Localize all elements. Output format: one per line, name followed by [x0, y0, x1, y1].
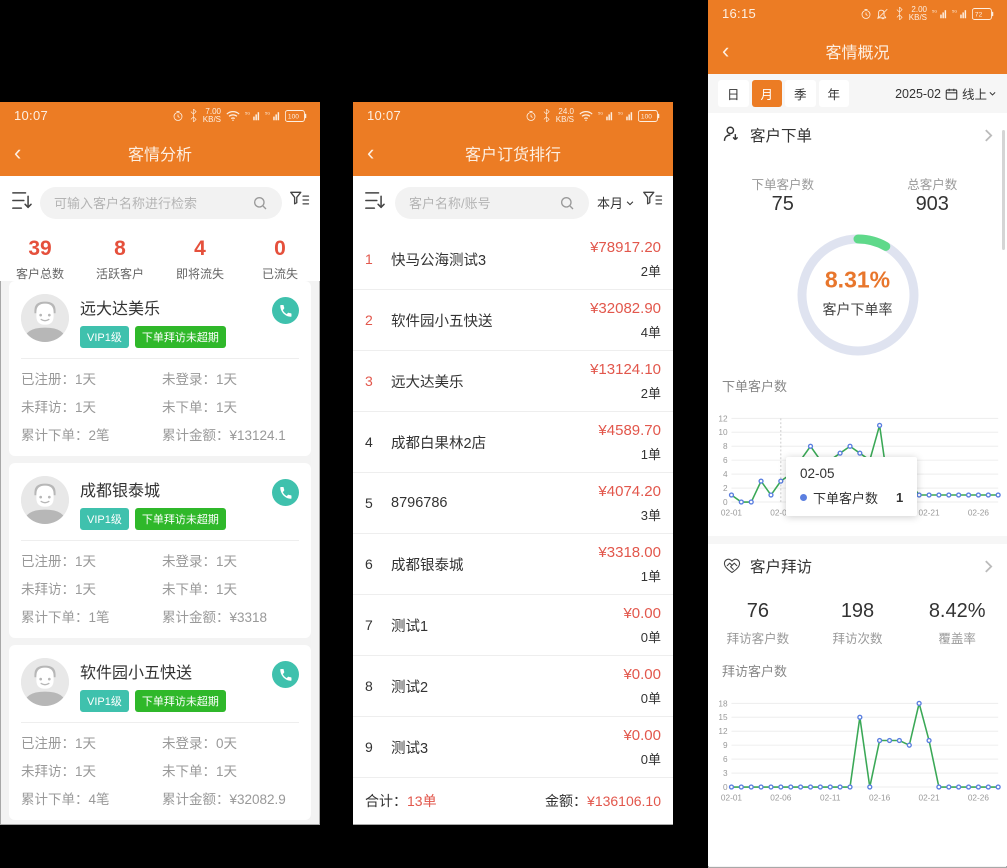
svg-text:02-26: 02-26: [968, 509, 990, 518]
svg-text:12: 12: [718, 727, 728, 736]
svg-text:8: 8: [723, 442, 728, 451]
svg-text:5G: 5G: [598, 111, 603, 115]
svg-text:02-11: 02-11: [820, 794, 841, 803]
svg-text:02-21: 02-21: [918, 509, 940, 518]
svg-text:2: 2: [723, 484, 728, 493]
svg-text:5G: 5G: [265, 111, 270, 115]
svg-text:100: 100: [288, 113, 299, 120]
svg-text:02-26: 02-26: [968, 794, 990, 803]
svg-text:0: 0: [723, 783, 728, 792]
svg-text:100: 100: [641, 113, 652, 120]
svg-text:72: 72: [975, 11, 983, 18]
svg-text:3: 3: [723, 769, 728, 778]
svg-text:0: 0: [723, 498, 728, 507]
svg-text:10: 10: [718, 428, 728, 437]
svg-text:18: 18: [718, 699, 728, 708]
svg-text:5G: 5G: [245, 111, 250, 115]
svg-text:5G: 5G: [952, 9, 957, 13]
svg-text:4: 4: [723, 470, 728, 479]
svg-text:6: 6: [723, 456, 728, 465]
svg-text:9: 9: [723, 741, 728, 750]
svg-text:02-06: 02-06: [770, 794, 792, 803]
svg-text:6: 6: [723, 755, 728, 764]
svg-text:02-01: 02-01: [721, 509, 743, 518]
svg-text:02-21: 02-21: [918, 794, 940, 803]
svg-text:02-01: 02-01: [721, 794, 743, 803]
svg-text:15: 15: [718, 713, 728, 722]
svg-text:5G: 5G: [618, 111, 623, 115]
svg-text:5G: 5G: [932, 9, 937, 13]
svg-text:02-16: 02-16: [869, 794, 891, 803]
svg-text:12: 12: [718, 414, 728, 423]
